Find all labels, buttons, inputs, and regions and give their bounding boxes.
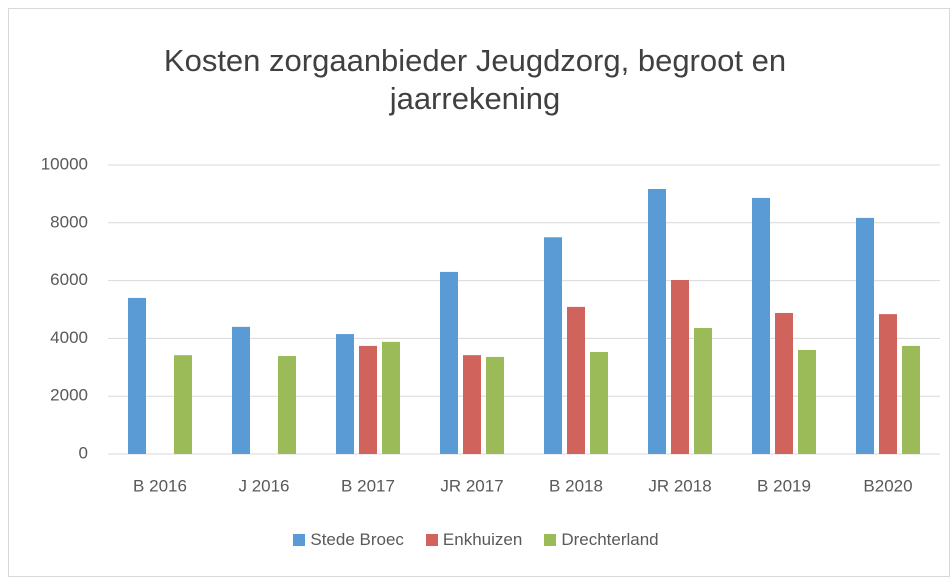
legend-swatch [425,534,438,546]
bar [174,355,192,454]
frame-border [8,8,950,577]
bar [232,326,250,454]
bar [671,280,689,454]
x-tick-label: B 2017 [341,476,395,495]
chart-title: Kosten zorgaanbieder Jeugdzorg, begroot … [163,43,787,116]
x-tick-label: JR 2018 [648,476,711,495]
x-tick-label: J 2016 [238,476,289,495]
bar [463,355,481,454]
bar [590,351,608,454]
legend-swatch [544,534,557,546]
bar [648,188,666,454]
bar [856,217,874,454]
legend-item: Enkhuizen [425,530,523,550]
bar [359,345,377,454]
legend-swatch [293,534,306,546]
bar [694,327,712,454]
x-tick-label: B 2016 [133,476,187,495]
y-tick-label: 4000 [50,328,88,347]
bar [752,197,770,455]
legend: Stede Broec Enkhuizen Drechterland [0,530,952,550]
legend-label: Drechterland [561,530,659,549]
x-tick-label: JR 2017 [440,476,503,495]
legend-label: Stede Broec [310,530,404,549]
y-tick-label: 2000 [50,386,88,405]
legend-item: Stede Broec [293,530,404,550]
bar [775,312,793,454]
x-tick-label: B 2018 [549,476,603,495]
bar [567,306,585,454]
x-tick-label: B 2019 [757,476,811,495]
y-tick-label: 10000 [41,154,88,173]
bar [382,341,400,454]
y-tick-label: 0 [79,443,88,462]
bar [336,334,354,454]
bar [902,345,920,454]
x-tick-label: B2020 [863,476,912,495]
bar [798,349,816,454]
bar [486,356,504,454]
y-tick-label: 6000 [50,270,88,289]
bar [128,297,146,454]
legend-item: Drechterland [544,530,659,550]
bar [440,271,458,454]
bar [278,356,296,454]
bar [879,314,897,454]
bar [544,237,562,454]
y-tick-label: 8000 [50,212,88,231]
legend-label: Enkhuizen [442,530,523,549]
